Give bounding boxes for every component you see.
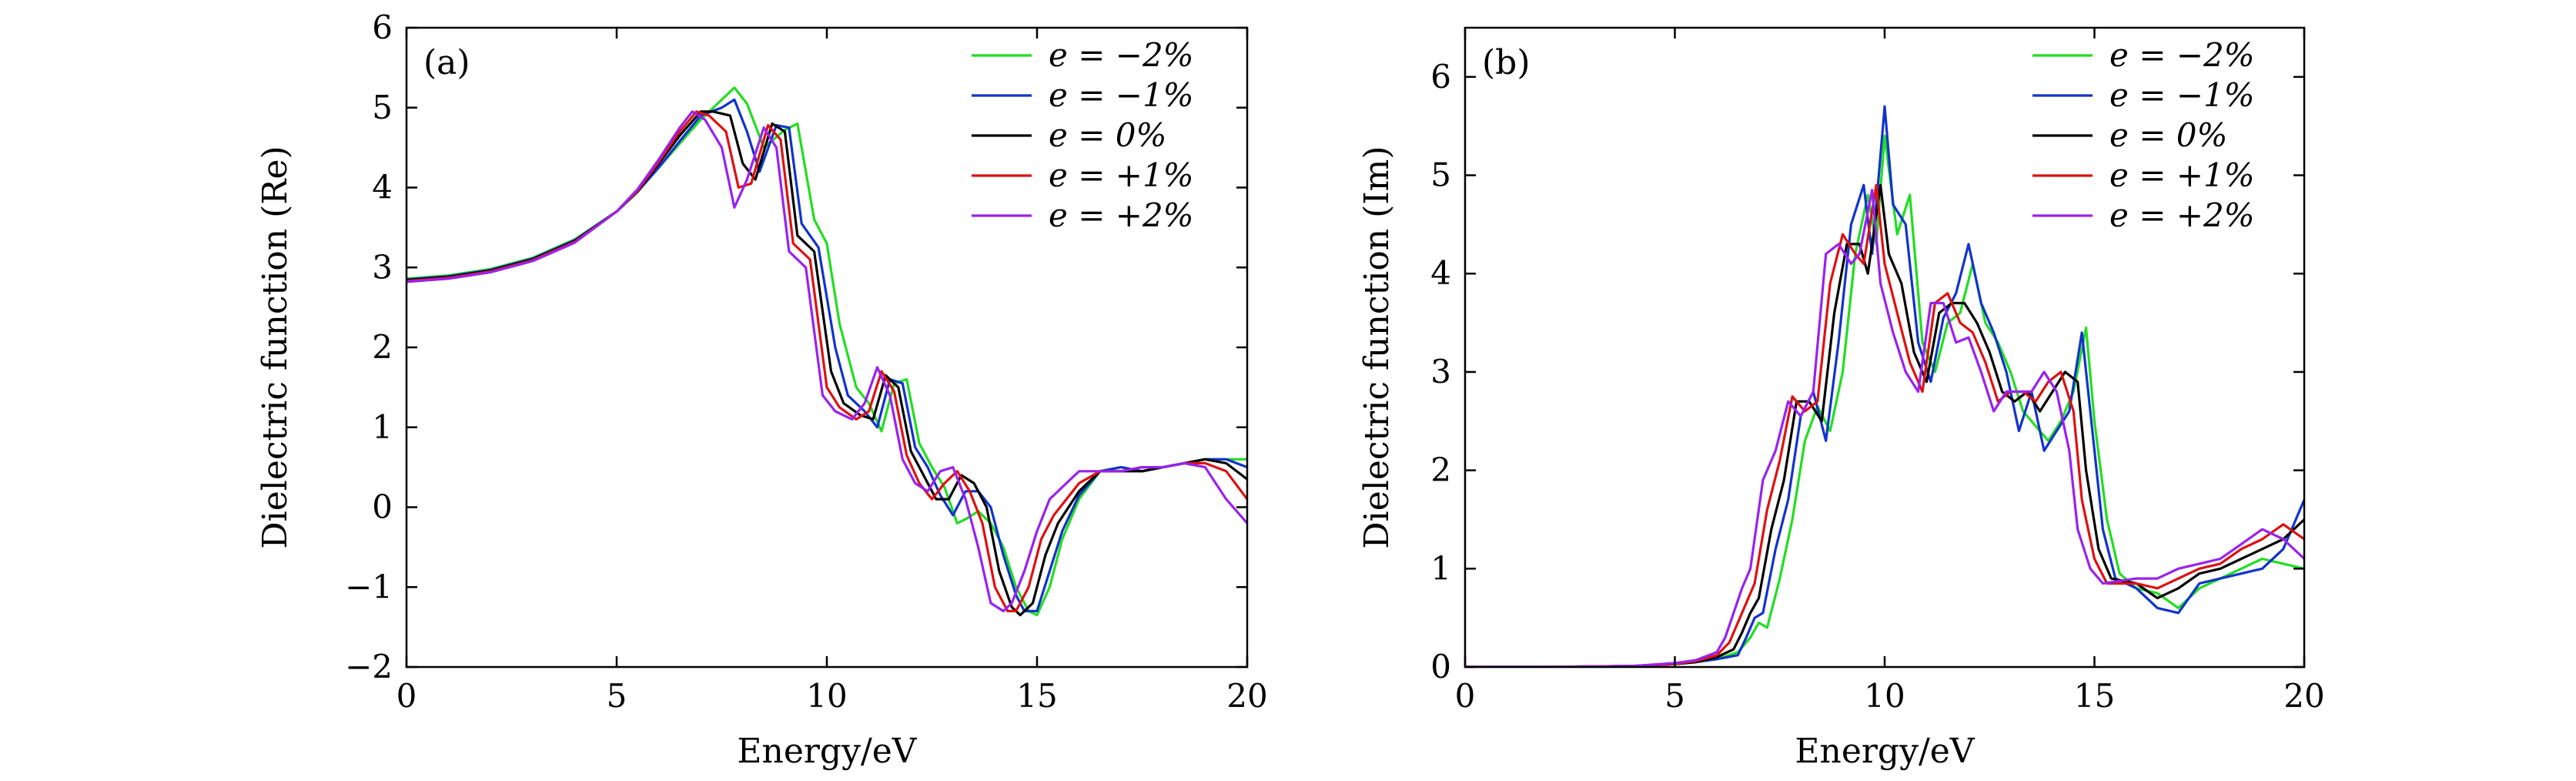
- legend-entry: e = −1%: [2109, 76, 2255, 114]
- legend-entry: e = +2%: [2109, 196, 2255, 234]
- panel-label: (b): [1482, 43, 1531, 82]
- legend-entry: e = −2%: [1049, 36, 1194, 74]
- legend: e = −2%e = −1%e = 0%e = +1%e = +2%: [2032, 36, 2255, 234]
- x-tick-label: 10: [806, 677, 847, 715]
- series-line-2: [406, 110, 1247, 617]
- x-axis-label: Energy/eV: [737, 732, 917, 771]
- series-lines: [406, 86, 1247, 617]
- x-tick-label: 0: [396, 677, 417, 715]
- y-tick-label: −1: [345, 568, 393, 605]
- y-tick-label: 5: [372, 89, 393, 126]
- legend-entry: e = −2%: [2109, 36, 2255, 74]
- x-tick-label: 10: [1864, 677, 1905, 715]
- panel-label: (a): [423, 43, 470, 82]
- x-tick-label: 0: [1455, 677, 1476, 715]
- series-line-3: [1465, 183, 2304, 667]
- y-tick-label: 0: [372, 488, 393, 526]
- y-axis-label: Dielectric function (Re): [256, 146, 295, 548]
- y-tick-label: 6: [372, 8, 393, 46]
- series-line-1: [1465, 105, 2304, 667]
- series-line-0: [1465, 134, 2304, 667]
- legend-entry: e = 0%: [1049, 116, 1166, 154]
- legend-entry: e = +2%: [1049, 196, 1194, 234]
- x-tick-label: 15: [2074, 677, 2115, 715]
- x-tick-label: 15: [1016, 677, 1057, 715]
- legend-entry: e = 0%: [2109, 116, 2227, 154]
- y-tick-label: 6: [1430, 58, 1451, 96]
- series-line-4: [1465, 189, 2304, 667]
- y-tick-label: 3: [372, 248, 393, 286]
- chart-panel-a: 0 5 10 15 20 −2 −1 0 1 2 3 4 5 6 Energy/eV Dielectric f…: [256, 8, 1268, 771]
- chart-panel-b: 0 5 10 15 20 0 1 2 3 4 5 6 Energy/eV Dielectric funct…: [1357, 26, 2325, 771]
- series-line-2: [1465, 183, 2304, 667]
- y-tick-label: 4: [1430, 254, 1451, 292]
- series-line-1: [406, 98, 1247, 612]
- series-lines: [1465, 105, 2304, 667]
- y-tick-label: 4: [372, 169, 393, 206]
- x-tick-label: 20: [2283, 677, 2324, 715]
- legend-entry: e = −1%: [1049, 76, 1194, 114]
- y-tick-label: 0: [1430, 648, 1451, 685]
- y-tick-label: 5: [1430, 156, 1451, 194]
- x-axis-label: Energy/eV: [1795, 732, 1975, 771]
- y-axis-label: Dielectric function (Im): [1357, 146, 1397, 548]
- x-tick-label: 20: [1226, 677, 1267, 715]
- x-tick-label: 5: [607, 677, 627, 715]
- y-tick-label: −2: [345, 648, 393, 685]
- legend-entry: e = +1%: [1049, 156, 1194, 194]
- y-tick-label: 2: [372, 328, 393, 366]
- y-tick-label: 1: [372, 408, 393, 446]
- series-line-4: [406, 110, 1247, 612]
- legend: e = −2%e = −1%e = 0%e = +1%e = +2%: [972, 36, 1194, 234]
- x-tick-label: 5: [1664, 677, 1685, 715]
- y-tick-label: 1: [1430, 549, 1451, 587]
- y-tick-label: 3: [1430, 353, 1451, 390]
- legend-entry: e = +1%: [2109, 156, 2255, 194]
- series-line-3: [406, 110, 1247, 612]
- y-tick-label: 2: [1430, 451, 1451, 489]
